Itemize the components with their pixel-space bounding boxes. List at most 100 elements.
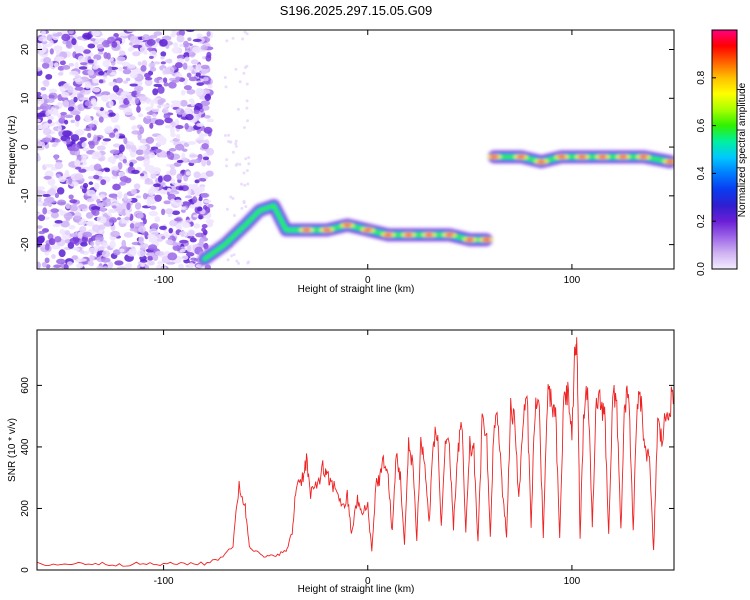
ridge-peak	[302, 228, 311, 232]
snr-y-axis: 0 200 400 600	[20, 377, 674, 573]
noise-speckle	[138, 225, 146, 233]
noise-speckle	[90, 98, 97, 105]
noise-field	[37, 30, 251, 269]
noise-speckle	[78, 66, 88, 70]
y-tick-label: 200	[20, 500, 31, 517]
noise-speckle	[93, 134, 98, 143]
noise-speckle	[170, 132, 176, 138]
noise-speckle	[235, 162, 239, 166]
noise-speckle	[150, 99, 155, 108]
noise-speckle	[203, 114, 211, 119]
noise-speckle	[203, 242, 209, 250]
noise-speckle	[62, 83, 70, 89]
noise-speckle	[98, 79, 104, 84]
noise-speckle	[126, 30, 137, 33]
noise-speckle	[207, 84, 213, 89]
noise-speckle	[109, 132, 116, 138]
noise-speckle	[76, 263, 84, 269]
noise-speckle	[126, 202, 131, 211]
noise-speckle	[198, 132, 204, 139]
noise-speckle	[195, 87, 204, 96]
noise-speckle	[104, 111, 110, 115]
noise-speckle	[42, 207, 48, 215]
noise-speckle	[157, 104, 162, 109]
noise-speckle	[200, 192, 210, 198]
noise-speckle	[101, 114, 110, 119]
ridge-peak	[342, 223, 352, 227]
noise-speckle	[153, 61, 161, 65]
noise-speckle	[112, 85, 120, 93]
noise-speckle	[232, 253, 236, 257]
noise-speckle	[74, 159, 81, 166]
noise-speckle	[225, 207, 229, 211]
noise-speckle	[74, 75, 82, 79]
noise-speckle	[161, 35, 172, 41]
noise-speckle	[42, 193, 51, 198]
noise-speckle	[45, 196, 55, 203]
noise-speckle	[124, 216, 130, 221]
noise-speckle	[195, 64, 203, 72]
noise-speckle	[190, 59, 199, 65]
noise-speckle	[113, 154, 119, 159]
noise-speckle	[243, 66, 247, 70]
noise-speckle	[167, 152, 175, 160]
noise-speckle	[148, 152, 156, 159]
snr-frame	[36, 329, 675, 571]
noise-speckle	[64, 119, 69, 125]
noise-speckle	[176, 173, 183, 181]
ridge-peak	[516, 155, 526, 159]
noise-speckle	[139, 173, 145, 177]
noise-speckle	[145, 252, 156, 257]
noise-speckle	[79, 250, 85, 254]
noise-speckle	[51, 143, 57, 148]
noise-speckle	[149, 169, 155, 175]
noise-speckle	[118, 67, 123, 72]
colorbar-tick-label: 0.2	[696, 214, 707, 228]
noise-speckle	[204, 93, 211, 102]
noise-speckle	[188, 159, 199, 164]
noise-speckle	[188, 98, 195, 103]
noise-speckle	[112, 183, 121, 191]
noise-speckle	[168, 227, 173, 234]
noise-speckle	[87, 59, 95, 64]
noise-speckle	[157, 139, 167, 146]
noise-speckle	[160, 56, 165, 60]
noise-speckle	[131, 125, 138, 130]
noise-speckle	[165, 239, 174, 245]
noise-speckle	[41, 93, 48, 101]
page-title: S196.2025.297.15.05.G09	[280, 3, 433, 18]
noise-speckle	[164, 125, 174, 129]
noise-speckle	[167, 252, 178, 261]
noise-speckle	[134, 97, 140, 104]
noise-speckle	[100, 179, 107, 186]
noise-speckle	[186, 88, 196, 95]
noise-speckle	[234, 144, 238, 148]
noise-speckle	[159, 225, 167, 230]
noise-speckle	[114, 131, 120, 140]
noise-speckle	[42, 44, 47, 53]
noise-speckle	[93, 182, 100, 191]
noise-speckle	[193, 223, 201, 229]
noise-speckle	[41, 30, 47, 37]
noise-speckle	[118, 144, 125, 153]
noise-speckle	[96, 43, 104, 50]
noise-speckle	[121, 239, 127, 248]
noise-speckle	[43, 128, 52, 136]
noise-speckle	[130, 188, 137, 195]
noise-speckle	[47, 115, 55, 121]
noise-speckle	[74, 114, 81, 122]
noise-speckle	[226, 258, 230, 262]
noise-speckle	[88, 123, 95, 128]
noise-speckle	[241, 37, 245, 41]
noise-speckle	[193, 258, 198, 262]
noise-speckle	[148, 62, 156, 69]
noise-speckle	[192, 38, 202, 43]
noise-speckle	[81, 141, 87, 148]
noise-speckle	[112, 249, 121, 256]
noise-speckle	[163, 200, 172, 205]
noise-speckle	[69, 99, 75, 107]
noise-speckle	[185, 252, 195, 257]
noise-speckle	[79, 226, 87, 233]
noise-speckle	[99, 194, 106, 199]
